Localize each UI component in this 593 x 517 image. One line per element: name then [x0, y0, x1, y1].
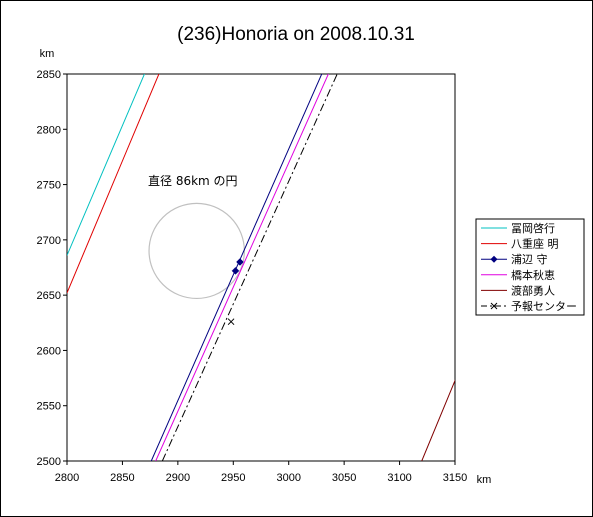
legend-box: [475, 218, 585, 316]
x-tick-label: 2800: [55, 472, 79, 484]
legend-label: 冨岡啓行: [511, 221, 555, 235]
legend-label: 渡部勇人: [511, 283, 555, 297]
series-line-6: [161, 74, 338, 461]
legend-marker: [490, 302, 498, 310]
x-axis-unit: km: [477, 474, 492, 486]
legend-entry-4: 橋本秋恵: [481, 268, 555, 282]
legend-label: 浦辺 守: [511, 252, 548, 266]
reference-circle: [148, 202, 245, 300]
y-tick-label: 2550: [37, 401, 61, 413]
legend-entry-6: 予報センター: [481, 300, 577, 313]
legend-entry-5: 渡部勇人: [481, 283, 555, 297]
y-tick-label: 2500: [37, 456, 61, 468]
y-tick-label: 2750: [37, 180, 61, 192]
x-tick-label: 2850: [110, 472, 134, 484]
y-tick-label: 2700: [37, 235, 61, 247]
axis-ticks: 2800 2850 2900 2950 3000 3050 3100 3150 2500 2550…: [37, 69, 468, 484]
y-tick-label: 2650: [37, 290, 61, 302]
series-line-5: [421, 379, 455, 461]
legend-marker: [490, 255, 498, 263]
x-tick-label: 2950: [221, 472, 245, 484]
x-tick-label: 3150: [443, 472, 467, 484]
series-line-3: [150, 74, 323, 461]
series-line-2: [67, 74, 160, 294]
legend-label: 予報センター: [511, 300, 577, 313]
series-point-6: [227, 318, 235, 326]
chart-title: (236)Honoria on 2008.10.31: [177, 24, 415, 45]
series-point-3: [236, 258, 244, 266]
legend-entry-1: 冨岡啓行: [481, 221, 555, 235]
y-tick-label: 2800: [37, 124, 61, 136]
legend-label: 八重座 明: [511, 237, 559, 251]
x-tick-label: 2900: [166, 472, 190, 484]
legend-entry-2: 八重座 明: [481, 237, 559, 251]
plot-area: [66, 73, 456, 462]
legend-label: 橋本秋恵: [511, 268, 555, 282]
circle-annotation: 直径 86km の円: [148, 174, 238, 188]
x-tick-label: 3100: [387, 472, 411, 484]
series-point-3: [231, 266, 240, 275]
y-tick-label: 2850: [37, 69, 61, 81]
x-tick-label: 3050: [332, 472, 356, 484]
legend-entry-3: 浦辺 守: [481, 252, 548, 266]
data-layer: [67, 74, 455, 461]
series-line-1: [67, 74, 145, 256]
x-tick-label: 3000: [276, 472, 300, 484]
series-line-4: [155, 74, 329, 461]
y-axis-unit: km: [40, 48, 55, 60]
y-tick-label: 2600: [37, 345, 61, 357]
